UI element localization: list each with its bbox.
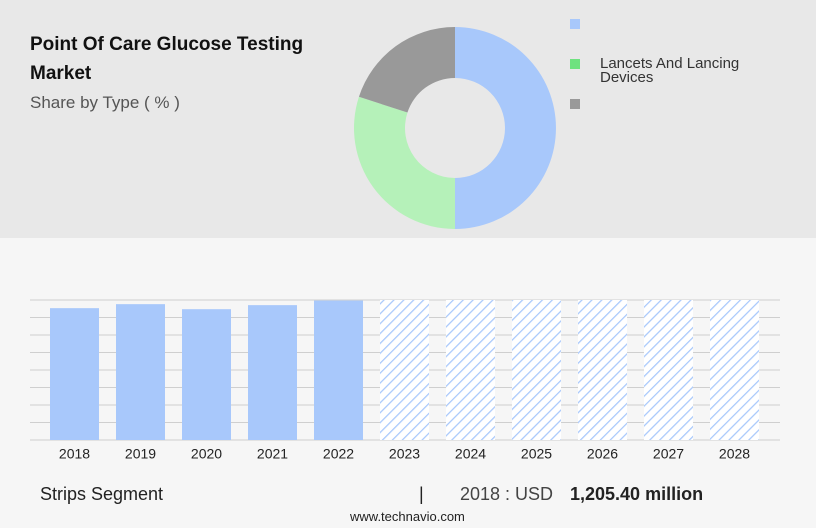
bar bbox=[116, 304, 165, 440]
legend-swatch bbox=[570, 59, 580, 69]
forecast-placeholder bbox=[512, 300, 561, 440]
x-tick-label: 2020 bbox=[191, 446, 222, 462]
donut-slice bbox=[358, 27, 455, 113]
bar bbox=[314, 300, 363, 440]
x-tick-label: 2026 bbox=[587, 446, 618, 462]
year-label: 2018 : USD bbox=[460, 484, 554, 504]
value-label: 1,205.40 million bbox=[570, 484, 704, 504]
x-tick-label: 2021 bbox=[257, 446, 288, 462]
bar bbox=[248, 305, 297, 440]
source: www.technavio.com bbox=[350, 509, 465, 524]
x-tick-label: 2023 bbox=[389, 446, 420, 462]
forecast-placeholder bbox=[446, 300, 495, 440]
x-tick-label: 2022 bbox=[323, 446, 354, 462]
forecast-placeholder bbox=[644, 300, 693, 440]
legend-label: Lancets And Lancing Devices bbox=[600, 55, 739, 86]
chart-subtitle: Share by Type ( % ) bbox=[30, 93, 180, 112]
forecast-placeholder bbox=[380, 300, 429, 440]
x-tick-label: 2025 bbox=[521, 446, 552, 462]
donut-slice bbox=[353, 96, 455, 230]
donut-slice bbox=[455, 27, 556, 229]
x-tick-label: 2024 bbox=[455, 446, 486, 462]
chart-title: Point Of Care Glucose Testing Market bbox=[30, 34, 304, 84]
bar bbox=[182, 309, 231, 440]
forecast-placeholder bbox=[710, 300, 759, 440]
separator: | bbox=[419, 484, 424, 504]
x-tick-label: 2018 bbox=[59, 446, 90, 462]
x-tick-label: 2019 bbox=[125, 446, 156, 462]
forecast-placeholder bbox=[578, 300, 627, 440]
x-tick-label: 2027 bbox=[653, 446, 684, 462]
segment-label: Strips Segment bbox=[40, 484, 164, 504]
legend-swatch bbox=[570, 99, 580, 109]
legend-swatch bbox=[570, 19, 580, 29]
bar bbox=[50, 308, 99, 440]
x-tick-label: 2028 bbox=[719, 446, 750, 462]
